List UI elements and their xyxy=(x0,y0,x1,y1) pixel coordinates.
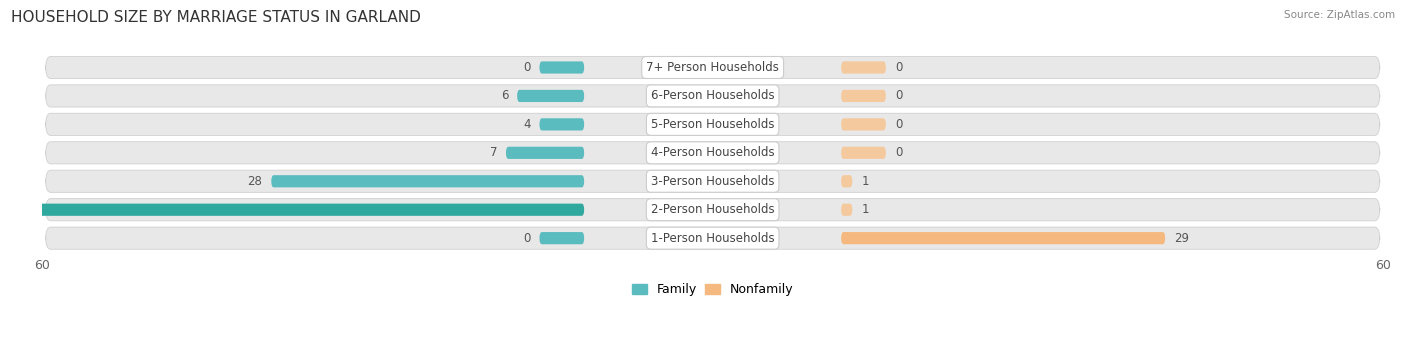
Text: 1: 1 xyxy=(862,175,869,188)
FancyBboxPatch shape xyxy=(841,204,852,216)
FancyBboxPatch shape xyxy=(841,232,1166,244)
Text: 5-Person Households: 5-Person Households xyxy=(651,118,775,131)
Text: 0: 0 xyxy=(894,118,903,131)
Text: HOUSEHOLD SIZE BY MARRIAGE STATUS IN GARLAND: HOUSEHOLD SIZE BY MARRIAGE STATUS IN GAR… xyxy=(11,10,422,25)
Text: 0: 0 xyxy=(523,232,530,245)
FancyBboxPatch shape xyxy=(506,147,583,159)
FancyBboxPatch shape xyxy=(45,142,1379,164)
FancyBboxPatch shape xyxy=(841,62,886,73)
Text: 0: 0 xyxy=(894,89,903,102)
FancyBboxPatch shape xyxy=(45,56,1379,79)
Text: 7: 7 xyxy=(489,146,496,159)
Text: 6-Person Households: 6-Person Households xyxy=(651,89,775,102)
Text: 4-Person Households: 4-Person Households xyxy=(651,146,775,159)
FancyBboxPatch shape xyxy=(841,175,852,187)
FancyBboxPatch shape xyxy=(0,204,583,216)
FancyBboxPatch shape xyxy=(45,227,1379,249)
Text: 2-Person Households: 2-Person Households xyxy=(651,203,775,216)
FancyBboxPatch shape xyxy=(45,170,1379,192)
Text: 1: 1 xyxy=(862,203,869,216)
Text: 3-Person Households: 3-Person Households xyxy=(651,175,775,188)
Text: 4: 4 xyxy=(523,118,530,131)
FancyBboxPatch shape xyxy=(271,175,583,187)
FancyBboxPatch shape xyxy=(841,90,886,102)
Legend: Family, Nonfamily: Family, Nonfamily xyxy=(631,283,793,296)
Text: 0: 0 xyxy=(894,61,903,74)
FancyBboxPatch shape xyxy=(540,118,583,131)
FancyBboxPatch shape xyxy=(45,85,1379,107)
FancyBboxPatch shape xyxy=(517,90,583,102)
Text: Source: ZipAtlas.com: Source: ZipAtlas.com xyxy=(1284,10,1395,20)
Text: 28: 28 xyxy=(247,175,263,188)
Text: 0: 0 xyxy=(523,61,530,74)
Text: 29: 29 xyxy=(1174,232,1189,245)
FancyBboxPatch shape xyxy=(841,147,886,159)
Text: 7+ Person Households: 7+ Person Households xyxy=(647,61,779,74)
FancyBboxPatch shape xyxy=(45,113,1379,135)
FancyBboxPatch shape xyxy=(841,118,886,131)
FancyBboxPatch shape xyxy=(540,62,583,73)
FancyBboxPatch shape xyxy=(45,199,1379,221)
Text: 6: 6 xyxy=(501,89,508,102)
Text: 0: 0 xyxy=(894,146,903,159)
Text: 53: 53 xyxy=(8,203,25,216)
FancyBboxPatch shape xyxy=(540,232,583,244)
Text: 1-Person Households: 1-Person Households xyxy=(651,232,775,245)
